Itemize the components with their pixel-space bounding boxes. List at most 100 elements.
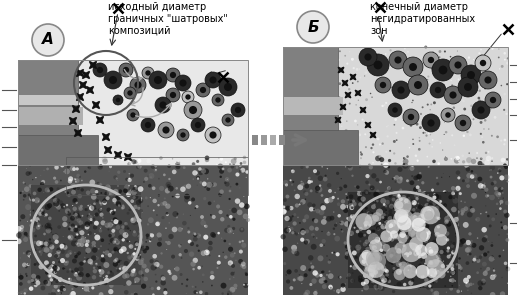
- Circle shape: [225, 117, 231, 123]
- Circle shape: [132, 220, 138, 225]
- Circle shape: [367, 211, 371, 215]
- Circle shape: [119, 263, 121, 265]
- Circle shape: [393, 86, 395, 88]
- Circle shape: [436, 255, 440, 259]
- Bar: [66, 157, 248, 195]
- Circle shape: [35, 217, 40, 222]
- Circle shape: [138, 197, 142, 202]
- Circle shape: [64, 268, 65, 269]
- Circle shape: [383, 216, 388, 221]
- Circle shape: [145, 70, 150, 76]
- Circle shape: [20, 228, 24, 232]
- Circle shape: [399, 240, 402, 243]
- Circle shape: [184, 194, 190, 199]
- Circle shape: [444, 271, 445, 272]
- Circle shape: [417, 159, 419, 161]
- Circle shape: [75, 235, 80, 240]
- Circle shape: [449, 263, 454, 268]
- Circle shape: [365, 146, 367, 148]
- Circle shape: [496, 192, 501, 197]
- Circle shape: [70, 216, 75, 221]
- Circle shape: [67, 212, 71, 216]
- Circle shape: [130, 174, 134, 178]
- Circle shape: [505, 179, 506, 180]
- Circle shape: [446, 292, 447, 293]
- Circle shape: [399, 263, 402, 266]
- Circle shape: [70, 197, 75, 202]
- Circle shape: [388, 237, 392, 241]
- Circle shape: [462, 65, 464, 67]
- Circle shape: [452, 109, 454, 112]
- Circle shape: [480, 133, 482, 135]
- Circle shape: [158, 122, 174, 138]
- Circle shape: [62, 227, 63, 228]
- Circle shape: [130, 112, 135, 118]
- Circle shape: [114, 201, 116, 204]
- Circle shape: [67, 250, 72, 255]
- Circle shape: [164, 197, 166, 199]
- Circle shape: [66, 164, 71, 168]
- Circle shape: [36, 209, 42, 214]
- Circle shape: [390, 191, 395, 196]
- Circle shape: [84, 170, 86, 173]
- Circle shape: [145, 241, 147, 243]
- Circle shape: [91, 255, 96, 261]
- Circle shape: [429, 261, 433, 265]
- Circle shape: [118, 191, 119, 193]
- Circle shape: [450, 80, 452, 81]
- Circle shape: [427, 76, 430, 78]
- Circle shape: [338, 116, 339, 117]
- Circle shape: [428, 166, 430, 168]
- Circle shape: [222, 168, 224, 171]
- Circle shape: [378, 66, 380, 68]
- Circle shape: [485, 212, 486, 213]
- Circle shape: [181, 228, 183, 229]
- Circle shape: [31, 219, 33, 222]
- Circle shape: [403, 245, 405, 247]
- Circle shape: [33, 222, 38, 227]
- Circle shape: [440, 264, 445, 268]
- Circle shape: [54, 281, 58, 284]
- Circle shape: [450, 194, 451, 196]
- Circle shape: [428, 233, 432, 237]
- Circle shape: [363, 267, 369, 272]
- Circle shape: [136, 265, 138, 267]
- Circle shape: [504, 174, 509, 180]
- Circle shape: [96, 256, 99, 260]
- Circle shape: [443, 173, 444, 174]
- Circle shape: [361, 196, 362, 197]
- Circle shape: [360, 252, 361, 254]
- Circle shape: [466, 131, 469, 133]
- Circle shape: [355, 104, 357, 106]
- Circle shape: [38, 159, 41, 162]
- Circle shape: [389, 204, 394, 209]
- Circle shape: [44, 187, 50, 192]
- Circle shape: [439, 263, 440, 265]
- Circle shape: [459, 192, 462, 195]
- Circle shape: [459, 242, 463, 247]
- Circle shape: [116, 278, 118, 280]
- Circle shape: [313, 208, 315, 210]
- Circle shape: [327, 183, 331, 188]
- Circle shape: [409, 180, 414, 185]
- Circle shape: [412, 204, 415, 207]
- Circle shape: [477, 237, 478, 239]
- Circle shape: [355, 256, 358, 259]
- Circle shape: [89, 258, 94, 263]
- Circle shape: [96, 256, 97, 257]
- Circle shape: [183, 185, 188, 189]
- Circle shape: [68, 191, 69, 192]
- Circle shape: [295, 203, 299, 208]
- Circle shape: [153, 262, 157, 266]
- Circle shape: [285, 206, 291, 211]
- Circle shape: [372, 283, 373, 285]
- Circle shape: [438, 50, 442, 53]
- Circle shape: [420, 204, 422, 207]
- Circle shape: [498, 234, 500, 236]
- Circle shape: [203, 235, 208, 240]
- Circle shape: [103, 262, 109, 268]
- Circle shape: [401, 249, 404, 252]
- Circle shape: [115, 240, 120, 245]
- Circle shape: [30, 255, 34, 259]
- Circle shape: [118, 204, 120, 207]
